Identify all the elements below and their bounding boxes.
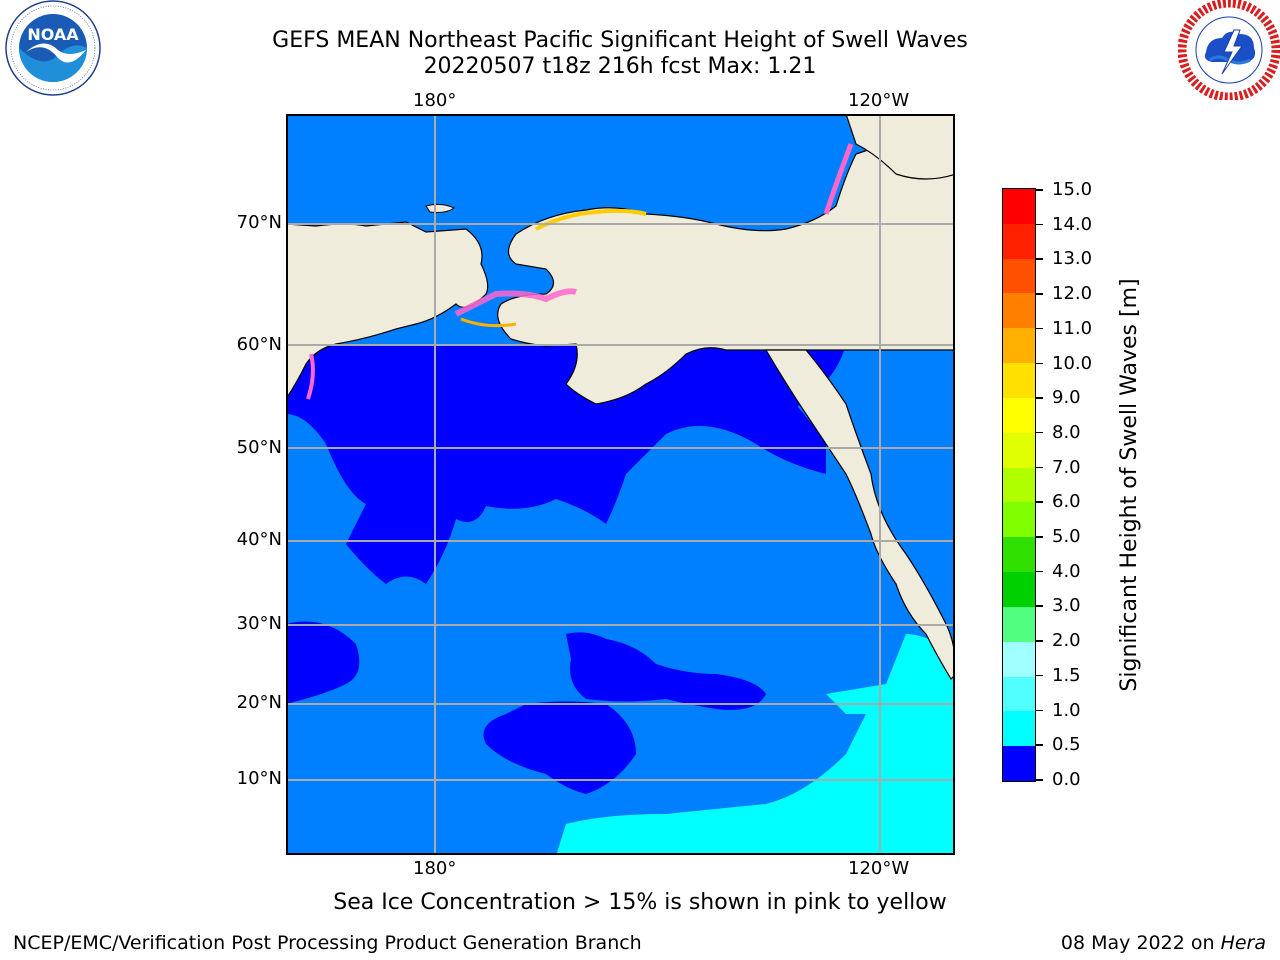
colorbar-band: [1003, 189, 1035, 224]
lat-label-60n: 60°N: [236, 334, 282, 355]
sea-ice-note: Sea Ice Concentration > 15% is shown in …: [333, 890, 947, 915]
map-frame: [286, 114, 955, 855]
noaa-logo-text: NOAA: [27, 25, 79, 44]
sea-ice-arctic-east: [823, 143, 854, 215]
colorbar-tick-label: 7.0: [1052, 456, 1081, 478]
nws-logo-icon: [1178, 0, 1280, 100]
colorbar-band: [1003, 328, 1035, 364]
lat-label-10n: 10°N: [236, 768, 282, 789]
colorbar-band: [1003, 223, 1035, 259]
footer-date-text: 08 May 2022 on: [1060, 932, 1221, 954]
colorbar-tick-mark: [1036, 397, 1043, 399]
footer-credit: NCEP/EMC/Verification Post Processing Pr…: [13, 932, 642, 954]
ocean-low-south: [483, 701, 636, 794]
colorbar-tick-mark: [1036, 466, 1043, 469]
colorbar-tick-label: 3.0: [1052, 595, 1081, 617]
colorbar-tick-label: 12.0: [1052, 283, 1093, 305]
sea-ice-bering: [454, 288, 577, 317]
colorbar-tick-mark: [1036, 779, 1043, 781]
land-alaska: [497, 131, 954, 405]
land-west-coast: [764, 349, 954, 680]
colorbar-tick-label: 9.0: [1052, 387, 1081, 409]
land-arctic-islands: [845, 114, 954, 180]
colorbar-tick-label: 5.0: [1052, 526, 1081, 548]
ocean-low-west: [286, 621, 360, 704]
ocean-low-north: [286, 344, 826, 584]
colorbar-tick-label: 10.0: [1052, 352, 1093, 374]
colorbar-tick-label: 14.0: [1052, 213, 1093, 235]
colorbar-tick-mark: [1036, 640, 1043, 642]
colorbar-tick-mark: [1036, 605, 1043, 607]
noaa-logo-icon: NOAA: [5, 0, 101, 96]
colorbar-band: [1003, 606, 1035, 642]
colorbar-band: [1003, 502, 1035, 538]
lat-label-20n: 20°N: [236, 692, 282, 713]
colorbar-band: [1003, 293, 1035, 329]
colorbar-band: [1003, 467, 1035, 503]
colorbar-band: [1003, 572, 1035, 607]
colorbar-tick-mark: [1036, 258, 1043, 260]
colorbar-band: [1003, 641, 1035, 677]
map-title-line2: 20220507 t18z 216h fcst Max: 1.21: [423, 54, 817, 79]
colorbar-band: [1003, 711, 1035, 747]
colorbar-label: Significant Height of Swell Waves [m]: [1117, 278, 1142, 692]
colorbar-tick-mark: [1036, 501, 1043, 503]
colorbar-tick-label: 11.0: [1052, 317, 1093, 339]
graticule: [286, 114, 954, 854]
sea-ice-arctic-coast: [535, 208, 647, 231]
lon-label-top-120w: 120°W: [848, 90, 910, 111]
colorbar-band: [1003, 363, 1035, 398]
colorbar-tick-mark: [1036, 362, 1043, 365]
lat-label-70n: 70°N: [236, 212, 282, 233]
colorbar-tick-mark: [1036, 327, 1043, 330]
colorbar: [1002, 188, 1036, 782]
colorbar-band: [1003, 537, 1035, 573]
ocean-high-south: [556, 674, 954, 854]
colorbar-tick-label: 6.0: [1052, 491, 1081, 513]
colorbar-tick-mark: [1036, 744, 1043, 746]
colorbar-band: [1003, 432, 1035, 468]
lat-label-30n: 30°N: [236, 613, 282, 634]
colorbar-band: [1003, 746, 1035, 782]
colorbar-tick-mark: [1036, 189, 1043, 191]
colorbar-tick-label: 0.5: [1052, 734, 1081, 756]
lon-label-top-180: 180°: [413, 90, 457, 111]
colorbar-tick-label: 2.0: [1052, 630, 1081, 652]
lat-label-50n: 50°N: [236, 437, 282, 458]
colorbar-tick-mark: [1036, 570, 1043, 573]
colorbar-tick-label: 13.0: [1052, 248, 1093, 270]
colorbar-tick-mark: [1036, 674, 1043, 677]
colorbar-band: [1003, 676, 1035, 712]
lon-label-bottom-120w: 120°W: [848, 858, 910, 879]
colorbar-tick-label: 1.5: [1052, 664, 1081, 686]
colorbar-tick-label: 1.0: [1052, 699, 1081, 721]
colorbar-band: [1003, 397, 1035, 433]
ocean-low-central: [566, 632, 766, 710]
colorbar-tick-label: 15.0: [1052, 179, 1093, 200]
colorbar-band: [1003, 258, 1035, 294]
colorbar-tick-mark: [1036, 709, 1043, 712]
colorbar-tick-label: 4.0: [1052, 560, 1081, 582]
footer-date: 08 May 2022 on Hera: [1061, 932, 1266, 954]
map-title-line1: GEFS MEAN Northeast Pacific Significant …: [272, 28, 968, 53]
footer-machine: Hera: [1220, 932, 1266, 954]
lat-label-40n: 40°N: [236, 529, 282, 550]
colorbar-tick-mark: [1036, 293, 1043, 295]
colorbar-tick-mark: [1036, 431, 1043, 434]
swell-height-map: [286, 114, 955, 855]
colorbar-tick-mark: [1036, 223, 1043, 226]
lon-label-bottom-180: 180°: [413, 858, 457, 879]
colorbar-tick-mark: [1036, 536, 1043, 538]
colorbar-tick-label: 8.0: [1052, 421, 1081, 443]
colorbar-tick-label: 0.0: [1052, 769, 1081, 790]
